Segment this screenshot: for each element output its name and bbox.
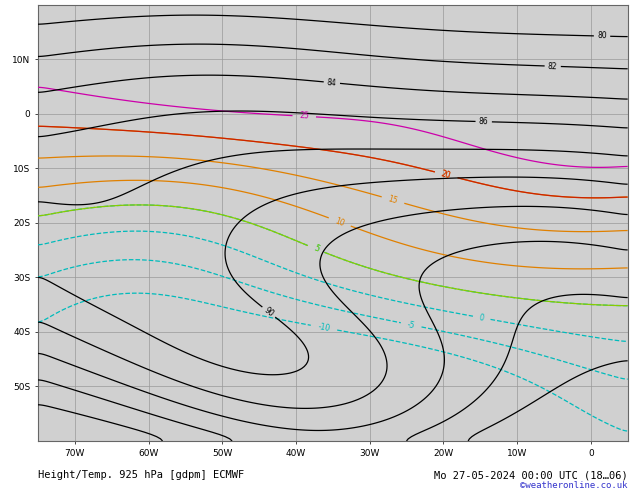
- Text: 10: 10: [333, 216, 346, 228]
- Text: -10: -10: [317, 322, 331, 333]
- Text: 86: 86: [479, 117, 489, 126]
- Text: ©weatheronline.co.uk: ©weatheronline.co.uk: [520, 481, 628, 490]
- Text: 82: 82: [548, 62, 558, 71]
- Text: Mo 27-05-2024 00:00 UTC (18…06): Mo 27-05-2024 00:00 UTC (18…06): [434, 470, 628, 480]
- Text: 90: 90: [262, 305, 275, 318]
- Text: 20: 20: [441, 169, 452, 180]
- Text: 84: 84: [327, 78, 337, 88]
- Text: Height/Temp. 925 hPa [gdpm] ECMWF: Height/Temp. 925 hPa [gdpm] ECMWF: [38, 470, 244, 480]
- Text: 20: 20: [441, 169, 452, 180]
- Text: 80: 80: [597, 31, 607, 41]
- Text: -5: -5: [406, 319, 416, 330]
- Text: 15: 15: [387, 195, 399, 206]
- Text: 5: 5: [312, 244, 320, 254]
- Text: 0: 0: [479, 313, 485, 323]
- Text: 5: 5: [312, 244, 320, 254]
- Text: 25: 25: [299, 112, 309, 121]
